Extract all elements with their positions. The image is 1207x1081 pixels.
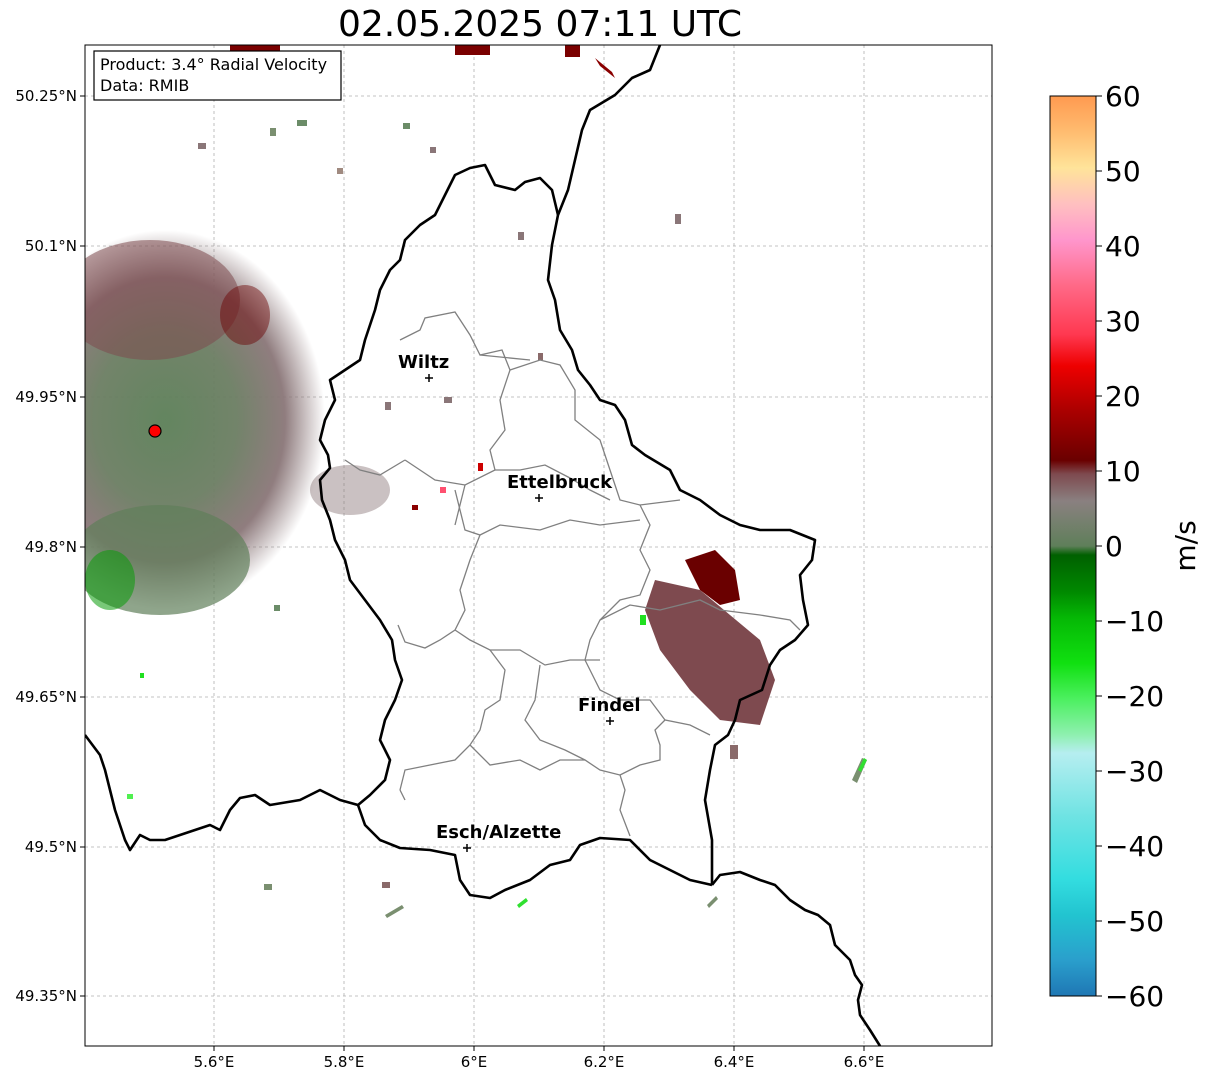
country-borders — [85, 45, 882, 1046]
y-tick-label: 49.35°N — [15, 987, 77, 1005]
city-cross-icon — [463, 844, 471, 852]
y-axis: 50.25°N 50.1°N 49.95°N 49.8°N 49.65°N 49… — [15, 87, 85, 1005]
y-tick-label: 49.65°N — [15, 688, 77, 706]
city-label-findel: Findel — [578, 695, 641, 716]
colorbar: 60 50 40 30 20 10 0 −10 −20 −30 −40 −50 … — [1049, 80, 1202, 1013]
colorbar-tick-label: 60 — [1105, 80, 1141, 113]
info-product: Product: 3.4° Radial Velocity — [100, 55, 327, 74]
radar-echoes-scattered — [127, 45, 718, 918]
city-ettelbruck: Ettelbruck — [507, 472, 613, 502]
radar-echoes-west — [85, 230, 390, 615]
colorbar-tick-label: −50 — [1105, 905, 1164, 938]
radar-echoes-east — [640, 550, 867, 783]
canton-boundaries — [344, 311, 801, 837]
radar-site-marker — [148, 424, 162, 438]
colorbar-tick-label: 0 — [1105, 530, 1123, 563]
city-esch-alzette: Esch/Alzette — [436, 822, 561, 852]
colorbar-tick-label: −40 — [1105, 830, 1164, 863]
colorbar-tick-label: 20 — [1105, 380, 1141, 413]
colorbar-ramp — [1049, 95, 1097, 997]
city-findel: Findel — [578, 695, 641, 725]
y-tick-label: 49.8°N — [25, 538, 77, 556]
colorbar-tick-label: −20 — [1105, 680, 1164, 713]
x-tick-label: 6.4°E — [714, 1053, 755, 1071]
map-title: 02.05.2025 07:11 UTC — [337, 4, 743, 45]
colorbar-unit-label: m/s — [1169, 520, 1202, 571]
colorbar-tick-label: 50 — [1105, 155, 1141, 188]
colorbar-tick-label: −10 — [1105, 605, 1164, 638]
y-tick-label: 50.25°N — [15, 87, 77, 105]
y-tick-label: 50.1°N — [25, 237, 77, 255]
x-tick-label: 5.8°E — [324, 1053, 365, 1071]
city-wiltz: Wiltz — [398, 352, 449, 382]
colorbar-tick-label: 10 — [1105, 455, 1141, 488]
y-tick-label: 49.95°N — [15, 388, 77, 406]
colorbar-tick-label: 40 — [1105, 230, 1141, 263]
city-cross-icon — [535, 494, 543, 502]
x-tick-label: 5.6°E — [194, 1053, 235, 1071]
info-data-source: Data: RMIB — [100, 76, 189, 95]
city-markers: Wiltz Ettelbruck Findel Esch/Alzette — [398, 352, 641, 852]
plot-frame — [84, 44, 993, 1047]
info-box: Product: 3.4° Radial Velocity Data: RMIB — [93, 50, 342, 101]
city-cross-icon — [425, 374, 433, 382]
y-tick-label: 49.5°N — [25, 838, 77, 856]
city-label-esch-alzette: Esch/Alzette — [436, 822, 561, 843]
city-label-ettelbruck: Ettelbruck — [507, 472, 613, 493]
city-label-wiltz: Wiltz — [398, 352, 449, 373]
colorbar-tick-label: −60 — [1105, 980, 1164, 1013]
colorbar-tick-label: 30 — [1105, 305, 1141, 338]
x-tick-label: 6.2°E — [584, 1053, 625, 1071]
x-axis: 5.6°E 5.8°E 6°E 6.2°E 6.4°E 6.6°E — [194, 1046, 885, 1071]
city-cross-icon — [606, 717, 614, 725]
x-tick-label: 6°E — [461, 1053, 488, 1071]
x-tick-label: 6.6°E — [844, 1053, 885, 1071]
colorbar-tick-label: −30 — [1105, 755, 1164, 788]
